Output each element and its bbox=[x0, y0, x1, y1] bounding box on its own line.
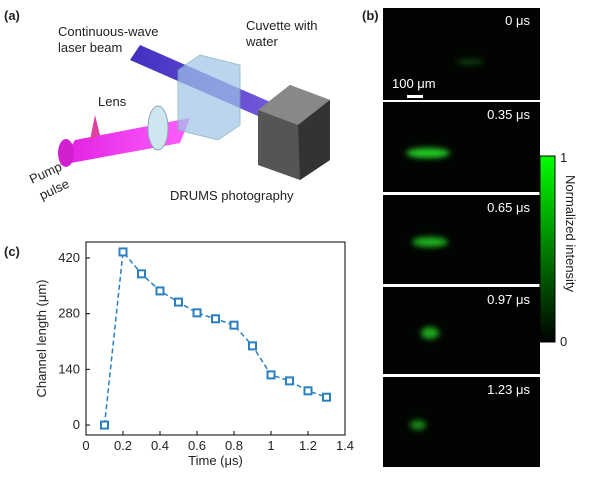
frame-time: 0 μs bbox=[505, 13, 530, 28]
data-point bbox=[303, 386, 313, 396]
plot-frame bbox=[85, 241, 346, 436]
data-point bbox=[211, 314, 220, 324]
setup-label: Continuous-wave bbox=[58, 24, 158, 39]
colorbar bbox=[539, 155, 556, 343]
x-tick-label: 1 bbox=[267, 438, 274, 453]
data-point bbox=[174, 297, 183, 307]
x-tick-label: 0.2 bbox=[114, 438, 132, 453]
setup-label: Lens bbox=[98, 94, 127, 109]
data-point bbox=[322, 392, 331, 402]
panel-label: (b) bbox=[362, 8, 379, 23]
data-point bbox=[248, 341, 257, 351]
y-tick-label: 0 bbox=[73, 417, 80, 432]
setup-label: DRUMS photography bbox=[170, 188, 294, 203]
data-point bbox=[266, 370, 276, 380]
data-point bbox=[118, 247, 128, 257]
x-axis-label: Time (μs) bbox=[188, 453, 243, 468]
setup-label: Cuvette with bbox=[246, 18, 318, 33]
setup-label: laser beam bbox=[58, 40, 122, 55]
chart: 0 0.2 0.4 0.6 0.8 1 1.2 1.4 0 140 280 420 Time (μs) C… bbox=[34, 241, 354, 468]
colorbar-label: Normalized intensity bbox=[563, 175, 578, 293]
x-tick-label: 1.4 bbox=[336, 438, 354, 453]
colorbar-max: 1 bbox=[560, 150, 567, 165]
x-tick-label: 1.2 bbox=[299, 438, 317, 453]
x-tick-label: 0.8 bbox=[225, 438, 243, 453]
colorbar-min: 0 bbox=[560, 334, 567, 349]
frame-time: 0.97 μs bbox=[487, 292, 530, 307]
data-point bbox=[192, 308, 202, 318]
data-point bbox=[100, 420, 109, 430]
setup-drawing bbox=[58, 45, 330, 180]
data-point bbox=[155, 286, 165, 296]
y-axis-label: Channel length (μm) bbox=[34, 279, 49, 397]
y-tick-label: 280 bbox=[58, 306, 80, 321]
scale-bar-label: 100 μm bbox=[392, 76, 436, 91]
setup-label: water bbox=[245, 34, 278, 49]
y-tick-label: 140 bbox=[58, 361, 80, 376]
x-tick-label: 0.6 bbox=[188, 438, 206, 453]
y-tick-label: 420 bbox=[58, 250, 80, 265]
frame-time: 1.23 μs bbox=[487, 382, 530, 397]
frames bbox=[383, 8, 540, 467]
panel-label: (c) bbox=[4, 244, 20, 259]
panel-label: (a) bbox=[4, 8, 20, 23]
data-point bbox=[285, 376, 294, 386]
x-tick-label: 0.4 bbox=[151, 438, 169, 453]
data-point bbox=[229, 320, 239, 330]
frame-time: 0.65 μs bbox=[487, 200, 530, 215]
data-point bbox=[137, 269, 146, 279]
x-tick-label: 0 bbox=[82, 438, 89, 453]
frame-time: 0.35 μs bbox=[487, 107, 530, 122]
